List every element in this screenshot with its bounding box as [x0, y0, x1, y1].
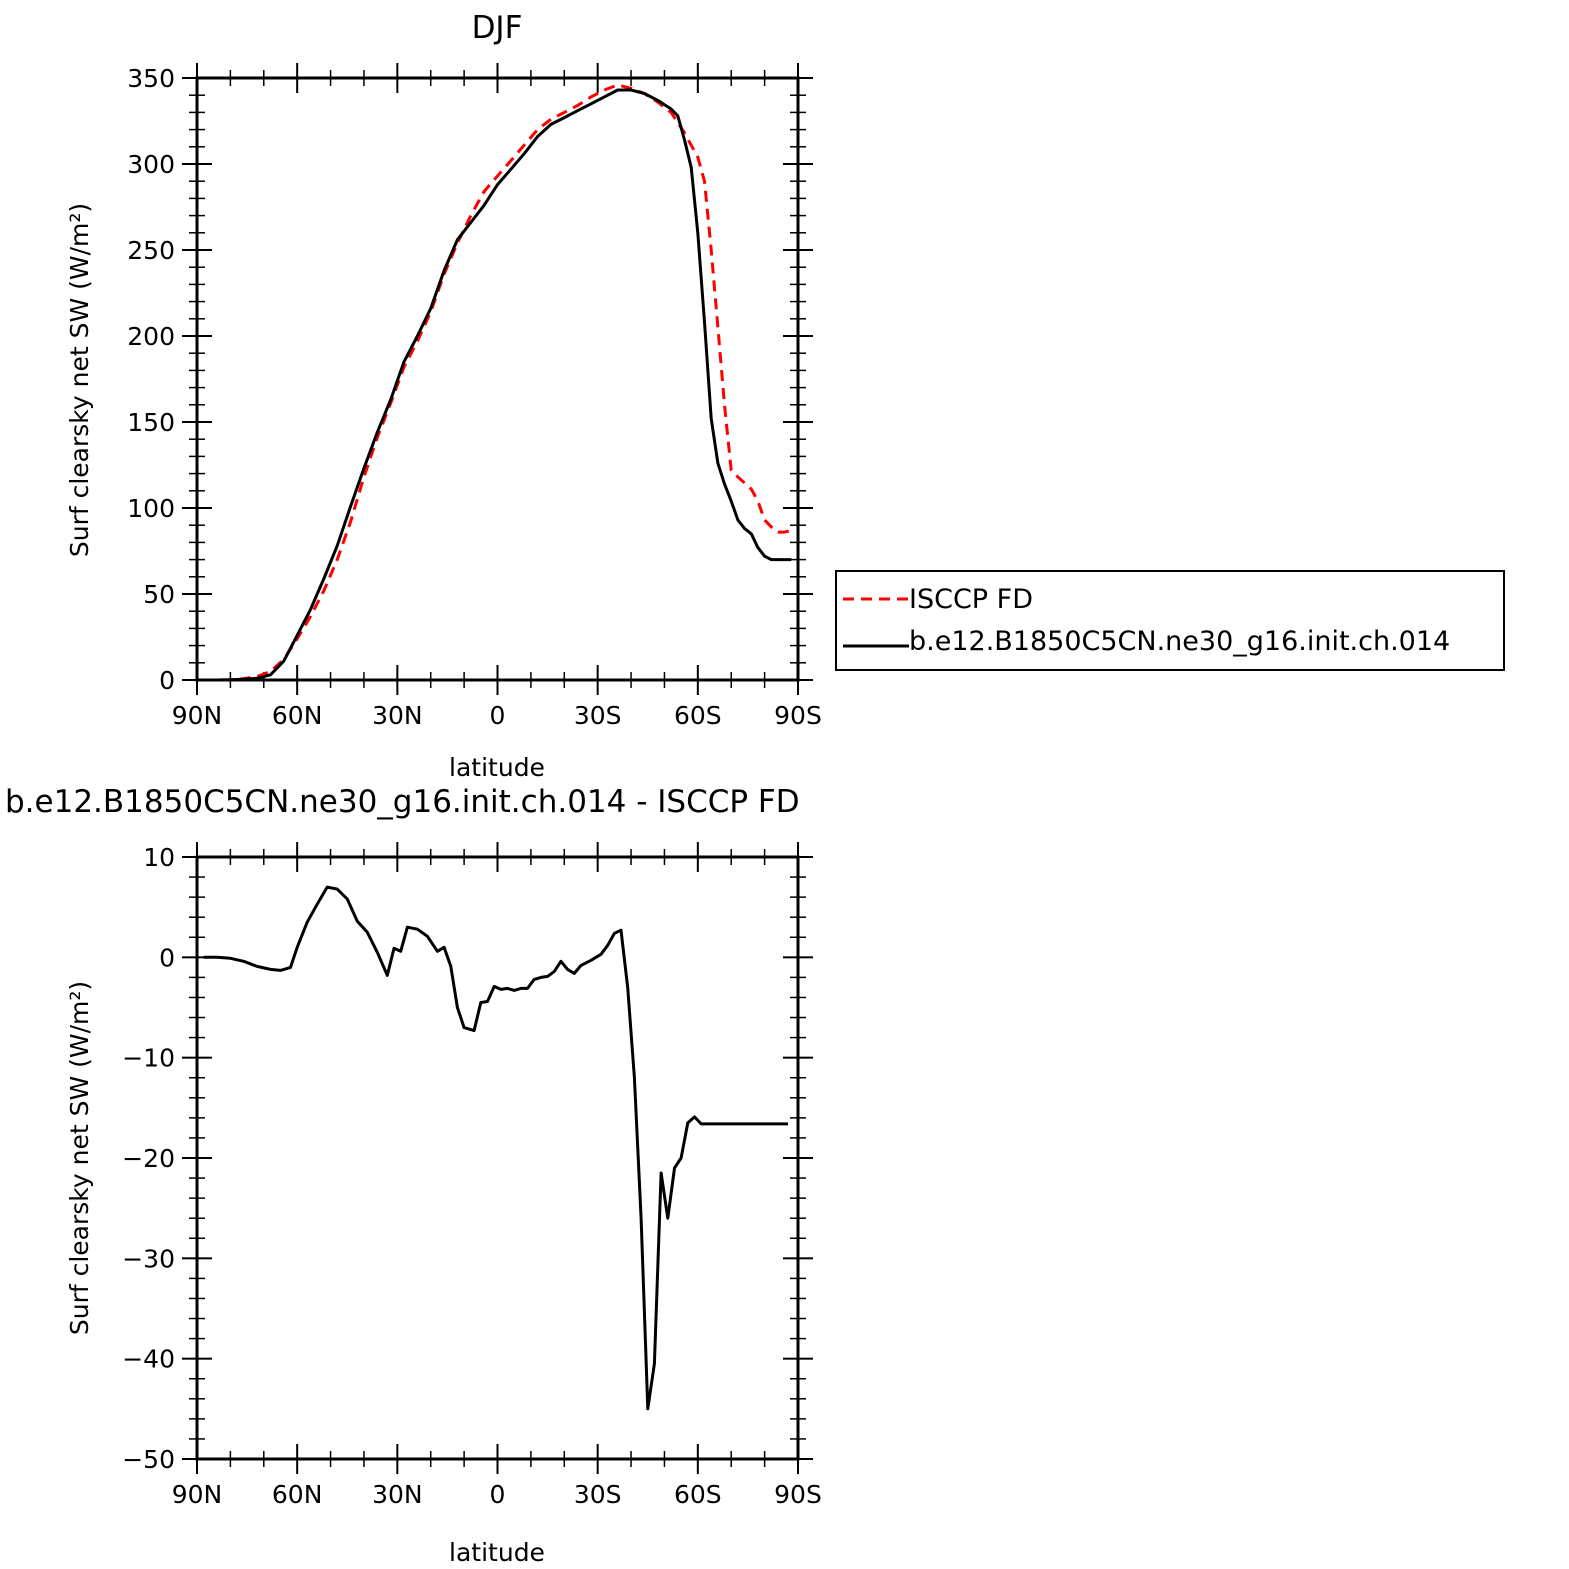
legend-box: [835, 570, 1505, 671]
bottom-x-tick-label: 30N: [372, 1480, 423, 1509]
top-plot-frame: [195, 76, 800, 682]
top-x-tick-label: 30N: [372, 701, 423, 730]
bottom-x-axis-label: latitude: [449, 1538, 545, 1567]
top-x-tick-label: 60N: [272, 701, 323, 730]
bottom-x-tick-label: 0: [490, 1480, 506, 1509]
bottom-y-tick-label: −10: [122, 1044, 175, 1073]
bottom-y-tick-label: −30: [122, 1244, 175, 1273]
bottom-x-tick-label: 90S: [774, 1480, 822, 1509]
top-y-tick-label: 350: [127, 64, 175, 93]
top-y-tick-label: 150: [127, 408, 175, 437]
top-x-tick-label: 0: [490, 701, 506, 730]
top-x-axis-label: latitude: [449, 753, 545, 782]
bottom-y-tick-label: 0: [159, 943, 175, 972]
top-panel: DJF latitude Surf clearsky net SW (W/m²)…: [65, 10, 822, 782]
top-y-tick-label: 250: [127, 236, 175, 265]
legend: ISCCP FD b.e12.B1850C5CN.ne30_g16.init.c…: [835, 570, 1505, 671]
bottom-x-tick-label: 60N: [272, 1480, 323, 1509]
top-y-tick-label: 200: [127, 322, 175, 351]
bottom-x-tick-label: 60S: [674, 1480, 722, 1509]
bottom-series-line-model: [203, 885, 788, 1411]
legend-label-isccp: ISCCP FD: [909, 584, 1033, 615]
bottom-x-tick-label: 90N: [172, 1480, 223, 1509]
bottom-y-tick-label: −50: [122, 1445, 175, 1474]
top-y-tick-label: 300: [127, 150, 175, 179]
top-x-tick-label: 30S: [574, 701, 622, 730]
bottom-y-tick-label: −20: [122, 1144, 175, 1173]
legend-label-model: b.e12.B1850C5CN.ne30_g16.init.ch.014: [909, 626, 1450, 657]
top-x-tick-label: 90S: [774, 701, 822, 730]
bottom-y-tick-label: −40: [122, 1345, 175, 1374]
top-y-axis-label: Surf clearsky net SW (W/m²): [65, 203, 94, 557]
top-series-line-isccp: [203, 83, 792, 682]
bottom-panel: b.e12.B1850C5CN.ne30_g16.init.ch.014 - I…: [5, 784, 822, 1567]
bottom-y-axis-label: Surf clearsky net SW (W/m²): [65, 981, 94, 1335]
top-series-line-model: [203, 88, 792, 682]
top-chart-title: DJF: [472, 10, 523, 46]
top-y-tick-label: 0: [159, 666, 175, 695]
bottom-chart-title: b.e12.B1850C5CN.ne30_g16.init.ch.014 - I…: [5, 784, 800, 820]
top-y-tick-label: 100: [127, 494, 175, 523]
top-y-tick-label: 50: [143, 580, 175, 609]
bottom-x-tick-label: 30S: [574, 1480, 622, 1509]
top-x-tick-label: 90N: [172, 701, 223, 730]
bottom-y-tick-label: 10: [143, 843, 175, 872]
top-x-tick-label: 60S: [674, 701, 722, 730]
bottom-plot-frame: [195, 855, 800, 1461]
